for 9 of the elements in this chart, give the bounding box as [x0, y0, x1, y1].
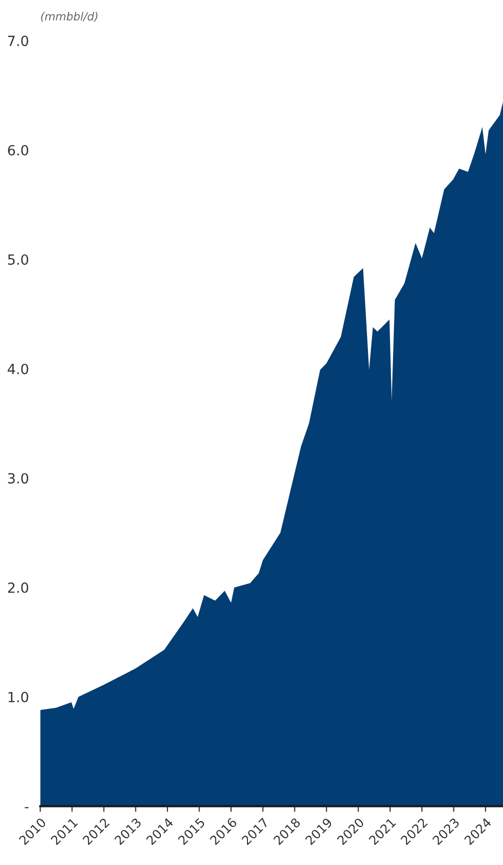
y-tick-label: 3.0: [8, 473, 28, 484]
y-tick-label: 4.0: [8, 364, 28, 374]
y-tick-label: 2.0: [8, 582, 28, 593]
chart-subtitle: (mmbbl/d): [41, 12, 98, 22]
y-tick-label: 7.0: [8, 36, 28, 46]
y-tick-label: 5.0: [8, 254, 28, 265]
y-tick-label: 1.0: [8, 692, 28, 702]
y-tick-label: -: [24, 807, 28, 808]
y-tick-label: 6.0: [8, 144, 28, 156]
